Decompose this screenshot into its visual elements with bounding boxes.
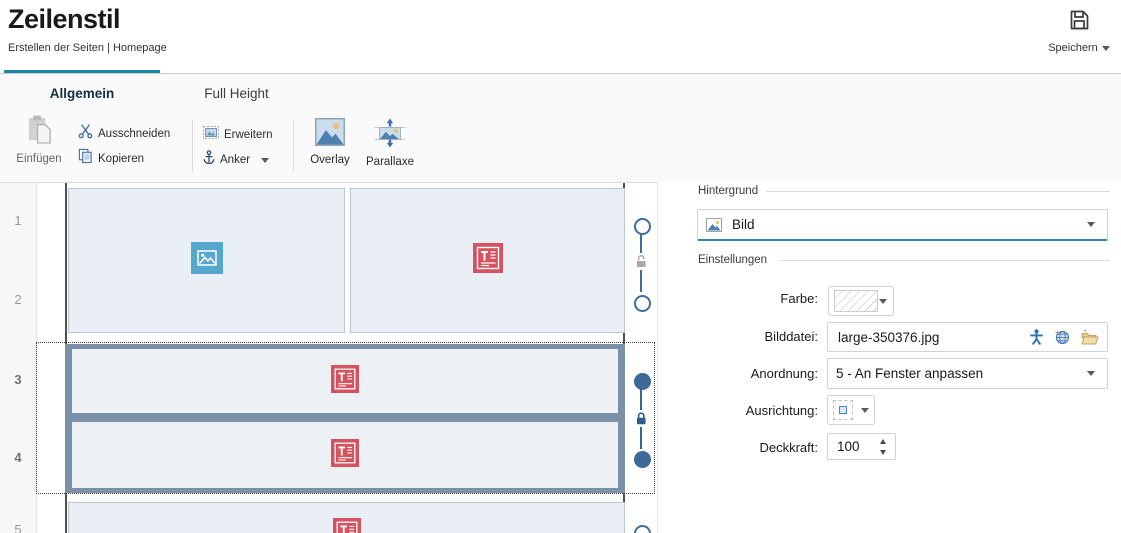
canvas-right-border xyxy=(657,183,658,533)
save-label: Speichern xyxy=(1048,42,1098,54)
background-section-label: Hintergrund xyxy=(698,185,759,197)
anchor-label: Anker xyxy=(220,154,251,166)
section-divider xyxy=(766,191,1110,192)
spin-down-button[interactable] xyxy=(876,448,890,456)
parallax-icon xyxy=(375,118,405,153)
opacity-spinner[interactable] xyxy=(827,433,896,460)
opacity-label: Deckkraft: xyxy=(759,440,818,455)
row-cell-text-selected[interactable] xyxy=(72,349,618,413)
save-icon xyxy=(1067,8,1091,37)
row-cell-text[interactable] xyxy=(350,188,625,333)
web-globe-icon[interactable] xyxy=(1054,329,1070,345)
overlay-icon xyxy=(315,118,345,151)
alignment-button[interactable] xyxy=(827,395,875,425)
row-resize-handle-bottom[interactable] xyxy=(634,295,651,312)
chevron-down-icon xyxy=(1101,45,1110,51)
parallax-button[interactable]: Parallaxe xyxy=(361,118,419,168)
settings-section-label: Einstellungen xyxy=(698,254,768,266)
image-placeholder-icon xyxy=(190,242,223,279)
chevron-down-icon xyxy=(861,407,869,413)
arrangement-label: Anordnung: xyxy=(750,366,818,381)
image-type-icon xyxy=(706,217,722,232)
row-resize-handle-top[interactable] xyxy=(634,218,651,235)
expand-button[interactable]: Erweitern xyxy=(203,126,273,144)
background-type-dropdown[interactable]: Bild xyxy=(697,209,1108,241)
chevron-down-icon xyxy=(1087,222,1095,227)
clipboard-icon xyxy=(26,114,53,150)
row-number-5: 5 xyxy=(14,522,22,533)
paste-button[interactable]: Einfügen xyxy=(10,114,68,165)
active-tab-indicator xyxy=(4,70,160,73)
row-cell-image[interactable] xyxy=(68,188,345,333)
section-divider xyxy=(780,260,1110,261)
transparent-color-swatch xyxy=(834,290,878,312)
unlock-icon[interactable] xyxy=(635,254,647,273)
row-number-4: 4 xyxy=(14,450,22,465)
chevron-down-icon xyxy=(261,157,270,163)
selected-row-group[interactable] xyxy=(65,344,625,493)
tab-full-height[interactable]: Full Height xyxy=(204,86,269,101)
text-placeholder-icon xyxy=(472,243,503,278)
copy-icon xyxy=(78,148,93,169)
expand-icon xyxy=(203,126,219,144)
tab-allgemein[interactable]: Allgemein xyxy=(49,86,115,101)
paste-label: Einfügen xyxy=(16,153,62,165)
color-picker-button[interactable] xyxy=(828,286,894,316)
selection-outline xyxy=(36,342,655,494)
lock-icon[interactable] xyxy=(635,411,647,430)
overlay-label: Overlay xyxy=(310,154,350,166)
cut-label: Ausschneiden xyxy=(98,128,171,140)
image-file-input[interactable] xyxy=(836,328,990,346)
scissors-icon xyxy=(78,124,93,144)
copy-label: Kopieren xyxy=(98,152,145,165)
anchor-button[interactable]: Anker xyxy=(203,150,270,170)
image-file-label: Bilddatei: xyxy=(764,329,818,344)
save-button[interactable]: Speichern xyxy=(1040,8,1118,54)
opacity-input[interactable] xyxy=(835,438,869,455)
row-resize-handle-top[interactable] xyxy=(634,525,651,533)
copy-button[interactable]: Kopieren xyxy=(78,148,144,169)
row-cell-text[interactable] xyxy=(68,502,625,533)
alignment-label: Ausrichtung: xyxy=(745,403,818,418)
chevron-down-icon xyxy=(1087,371,1095,376)
overlay-button[interactable]: Overlay xyxy=(303,118,357,166)
alignment-center-icon xyxy=(833,400,853,420)
text-placeholder-icon xyxy=(331,364,359,398)
toolbar-separator xyxy=(192,120,193,172)
row-number-2: 2 xyxy=(14,292,22,307)
row-number-3: 3 xyxy=(14,372,22,387)
open-folder-icon[interactable] xyxy=(1081,329,1099,345)
color-label: Farbe: xyxy=(780,291,818,306)
breadcrumb: Erstellen der Seiten | Homepage xyxy=(8,42,167,54)
handle-connector xyxy=(640,389,642,410)
handle-connector xyxy=(640,427,642,449)
tab-toolbar-strip xyxy=(0,74,1121,182)
row-ruler xyxy=(0,183,37,533)
handle-connector xyxy=(640,270,642,292)
handle-connector xyxy=(640,234,642,253)
row-layout-canvas: 1 2 3 4 5 xyxy=(0,182,658,533)
properties-panel: Hintergrund Bild Einstellungen Farbe: Bi… xyxy=(690,182,1121,533)
page-title: Zeilenstil xyxy=(8,4,121,34)
background-type-value: Bild xyxy=(732,217,755,232)
text-placeholder-icon xyxy=(333,518,361,533)
toolbar-separator xyxy=(293,120,294,172)
row-resize-handle-top-selected[interactable] xyxy=(634,373,651,390)
text-placeholder-icon xyxy=(331,438,359,472)
row-resize-handle-bottom-selected[interactable] xyxy=(634,451,651,468)
anchor-icon xyxy=(203,150,215,170)
spin-up-button[interactable] xyxy=(876,437,890,445)
row-number-1: 1 xyxy=(14,213,22,228)
expand-label: Erweitern xyxy=(224,129,273,141)
cut-button[interactable]: Ausschneiden xyxy=(78,124,170,144)
row-cell-text-selected[interactable] xyxy=(72,422,618,488)
arrangement-value: 5 - An Fenster anpassen xyxy=(836,366,984,381)
header-divider xyxy=(0,73,1121,74)
image-file-field[interactable] xyxy=(827,322,1108,352)
accessibility-icon[interactable] xyxy=(1030,329,1043,345)
chevron-down-icon xyxy=(879,298,887,304)
parallax-label: Parallaxe xyxy=(366,156,414,168)
arrangement-dropdown[interactable]: 5 - An Fenster anpassen xyxy=(827,358,1108,389)
